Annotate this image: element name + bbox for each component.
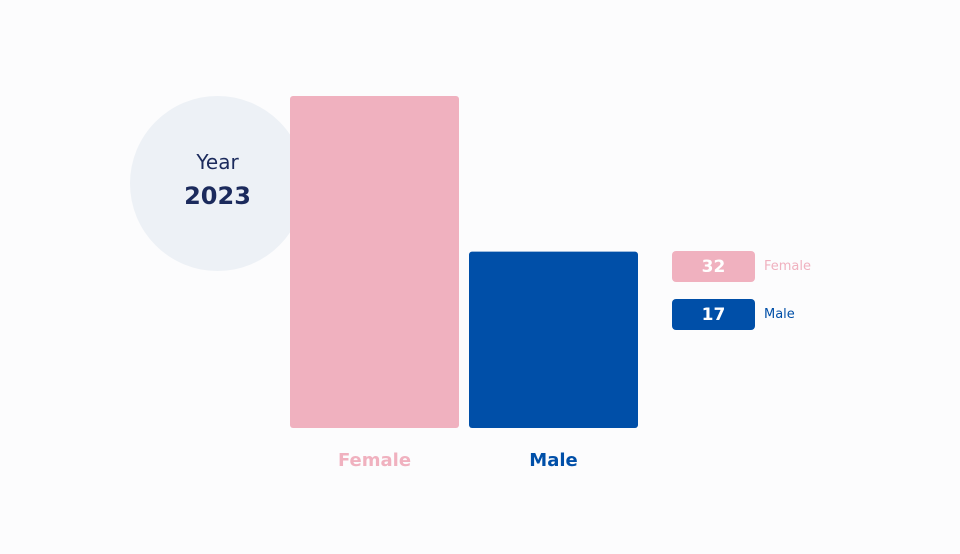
bar-male	[469, 251, 638, 428]
legend-value-badge: 17	[672, 299, 755, 330]
legend-item-female: 32 Female	[672, 251, 811, 282]
legend-item-male: 17 Male	[672, 299, 811, 330]
category-label-female: Female	[338, 450, 411, 471]
legend: 32 Female 17 Male	[672, 251, 811, 347]
legend-value-badge: 32	[672, 251, 755, 282]
legend-label: Female	[764, 259, 812, 274]
year-value: 2023	[184, 182, 251, 210]
legend-label: Male	[764, 307, 795, 322]
category-label-male: Male	[529, 450, 577, 471]
year-badge-circle	[130, 96, 305, 271]
year-label: Year	[196, 150, 239, 174]
bar-female	[290, 96, 459, 428]
